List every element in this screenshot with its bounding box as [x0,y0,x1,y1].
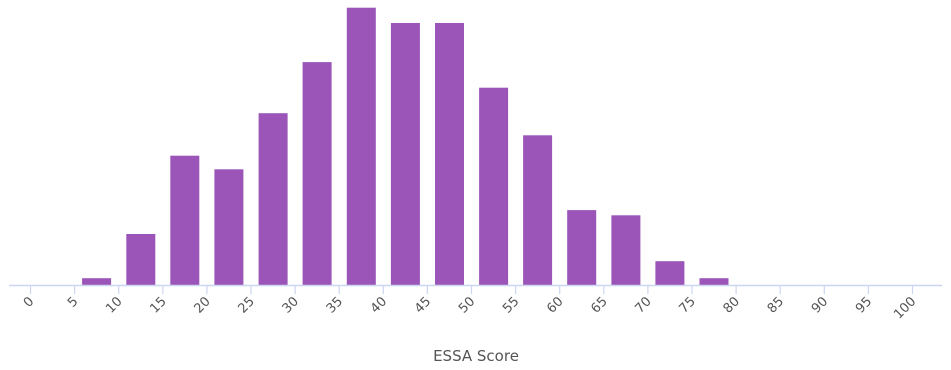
x-tick-label-35: 35 [324,294,346,316]
x-tick-label-30: 30 [280,294,302,316]
x-tick-label-80: 80 [721,294,743,316]
bar-15 [170,155,200,285]
x-tick-label-60: 60 [544,294,566,316]
x-tick-label-65: 65 [588,294,610,316]
x-tick-label-95: 95 [853,294,875,316]
bar-75 [699,278,729,285]
bar-5 [82,278,112,285]
x-axis-ticks: 0 5 10 15 20 25 30 35 40 45 50 55 60 65 70 75 80 85 90 95 10… [21,285,919,322]
bar-20 [214,169,244,285]
bar-30 [302,62,332,285]
bar-65 [611,215,641,286]
bar-35 [346,7,376,285]
bar-50 [479,87,509,285]
x-tick-label-0: 0 [21,294,37,310]
x-tick-label-85: 85 [765,294,787,316]
bar-45 [435,23,464,285]
x-tick-label-45: 45 [412,294,434,316]
x-tick-label-50: 50 [456,294,478,316]
x-tick-label-100: 100 [891,294,919,322]
x-tick-label-55: 55 [500,294,522,316]
x-tick-label-70: 70 [632,294,654,316]
x-axis-title: ESSA Score [433,347,519,365]
x-tick-label-90: 90 [809,294,831,316]
bar-10 [126,234,156,285]
x-tick-label-5: 5 [65,294,81,310]
bar-60 [567,210,597,285]
x-tick-label-20: 20 [191,294,213,316]
x-tick-label-75: 75 [677,294,699,316]
x-tick-label-15: 15 [147,294,169,316]
bar-70 [655,261,685,285]
bar-40 [390,23,420,285]
bar-25 [258,113,288,285]
bars-group [82,7,729,286]
bar-55 [523,135,553,285]
x-tick-label-40: 40 [368,294,390,316]
x-tick-label-25: 25 [236,294,258,316]
x-tick-label-10: 10 [103,294,125,316]
